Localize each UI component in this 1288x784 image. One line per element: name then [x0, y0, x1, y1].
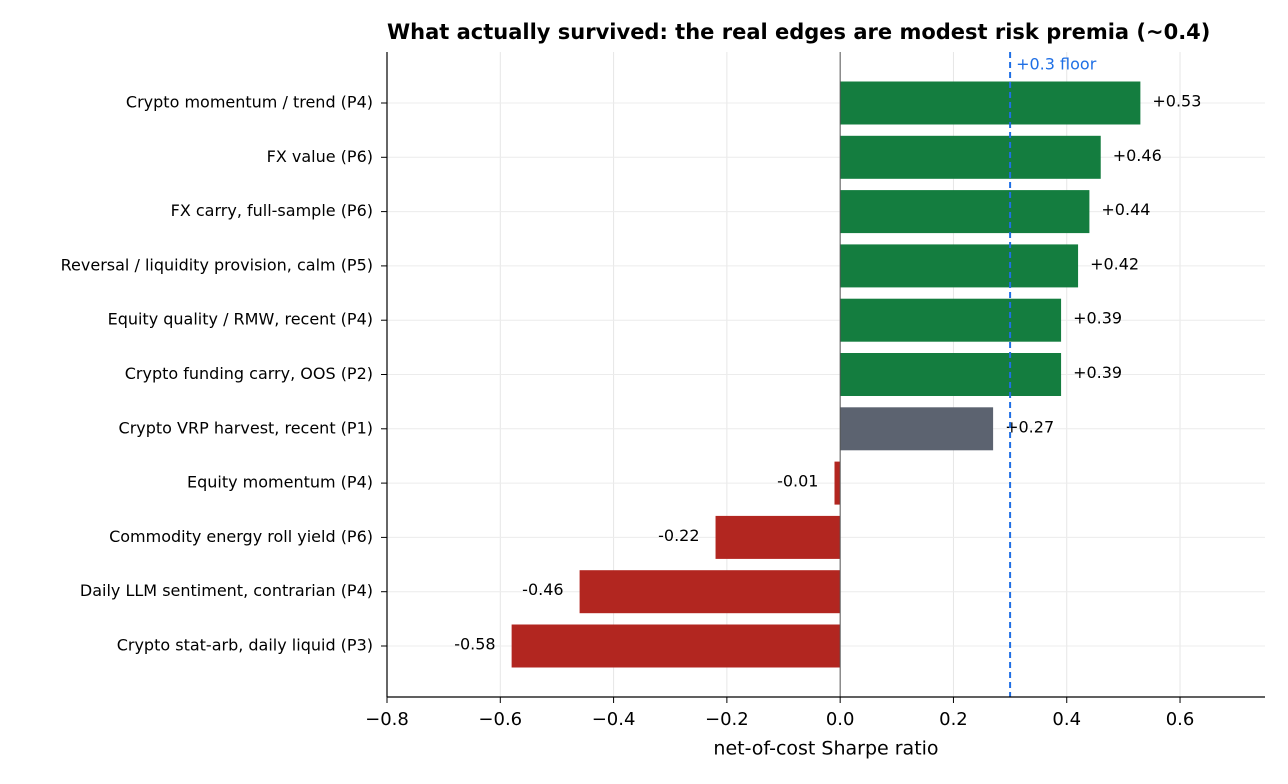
x-tick-label: −0.6: [478, 709, 522, 730]
value-label: +0.53: [1152, 92, 1201, 111]
x-tick-label: −0.8: [365, 709, 409, 730]
value-label: -0.58: [454, 635, 495, 654]
value-label: -0.46: [522, 580, 563, 599]
value-label: +0.39: [1073, 363, 1122, 382]
value-label: -0.01: [777, 472, 818, 491]
bar: [840, 407, 994, 451]
bar: [511, 624, 841, 668]
bar: [840, 298, 1062, 342]
bar: [715, 515, 841, 559]
x-tick-label: −0.4: [592, 709, 636, 730]
y-tick-label: FX value (P6): [267, 147, 373, 166]
y-tick-label: Equity momentum (P4): [187, 473, 373, 492]
bar: [840, 135, 1101, 179]
value-label: +0.46: [1113, 146, 1162, 165]
value-label: +0.44: [1101, 200, 1150, 219]
y-tick-label: Equity quality / RMW, recent (P4): [108, 310, 373, 329]
bar: [834, 461, 841, 505]
bar: [840, 244, 1079, 288]
y-tick-label: Crypto funding carry, OOS (P2): [125, 364, 373, 383]
x-axis-label: net-of-cost Sharpe ratio: [713, 738, 938, 760]
chart-title: What actually survived: the real edges a…: [387, 20, 1210, 44]
y-tick-label: FX carry, full-sample (P6): [171, 201, 373, 220]
value-label: +0.42: [1090, 254, 1139, 273]
bar: [579, 570, 841, 614]
x-tick-label: 0.6: [1166, 709, 1195, 730]
x-tick-label: 0.2: [939, 709, 968, 730]
y-tick-label: Daily LLM sentiment, contrarian (P4): [80, 581, 373, 600]
bar: [840, 190, 1090, 234]
y-tick-label: Commodity energy roll yield (P6): [109, 527, 373, 546]
x-tick-label: 0.0: [826, 709, 855, 730]
y-tick-label: Crypto momentum / trend (P4): [126, 93, 373, 112]
y-tick-label: Crypto stat-arb, daily liquid (P3): [117, 636, 373, 655]
y-tick-label: Reversal / liquidity provision, calm (P5…: [61, 255, 373, 274]
value-label: +0.39: [1073, 309, 1122, 328]
bar: [840, 81, 1141, 125]
x-tick-label: 0.4: [1052, 709, 1081, 730]
bar: [840, 353, 1062, 396]
reference-label: +0.3 floor: [1016, 55, 1097, 74]
y-tick-label: Crypto VRP harvest, recent (P1): [119, 418, 373, 437]
value-label: +0.27: [1005, 417, 1054, 436]
x-tick-label: −0.2: [705, 709, 749, 730]
value-label: -0.22: [658, 526, 699, 545]
